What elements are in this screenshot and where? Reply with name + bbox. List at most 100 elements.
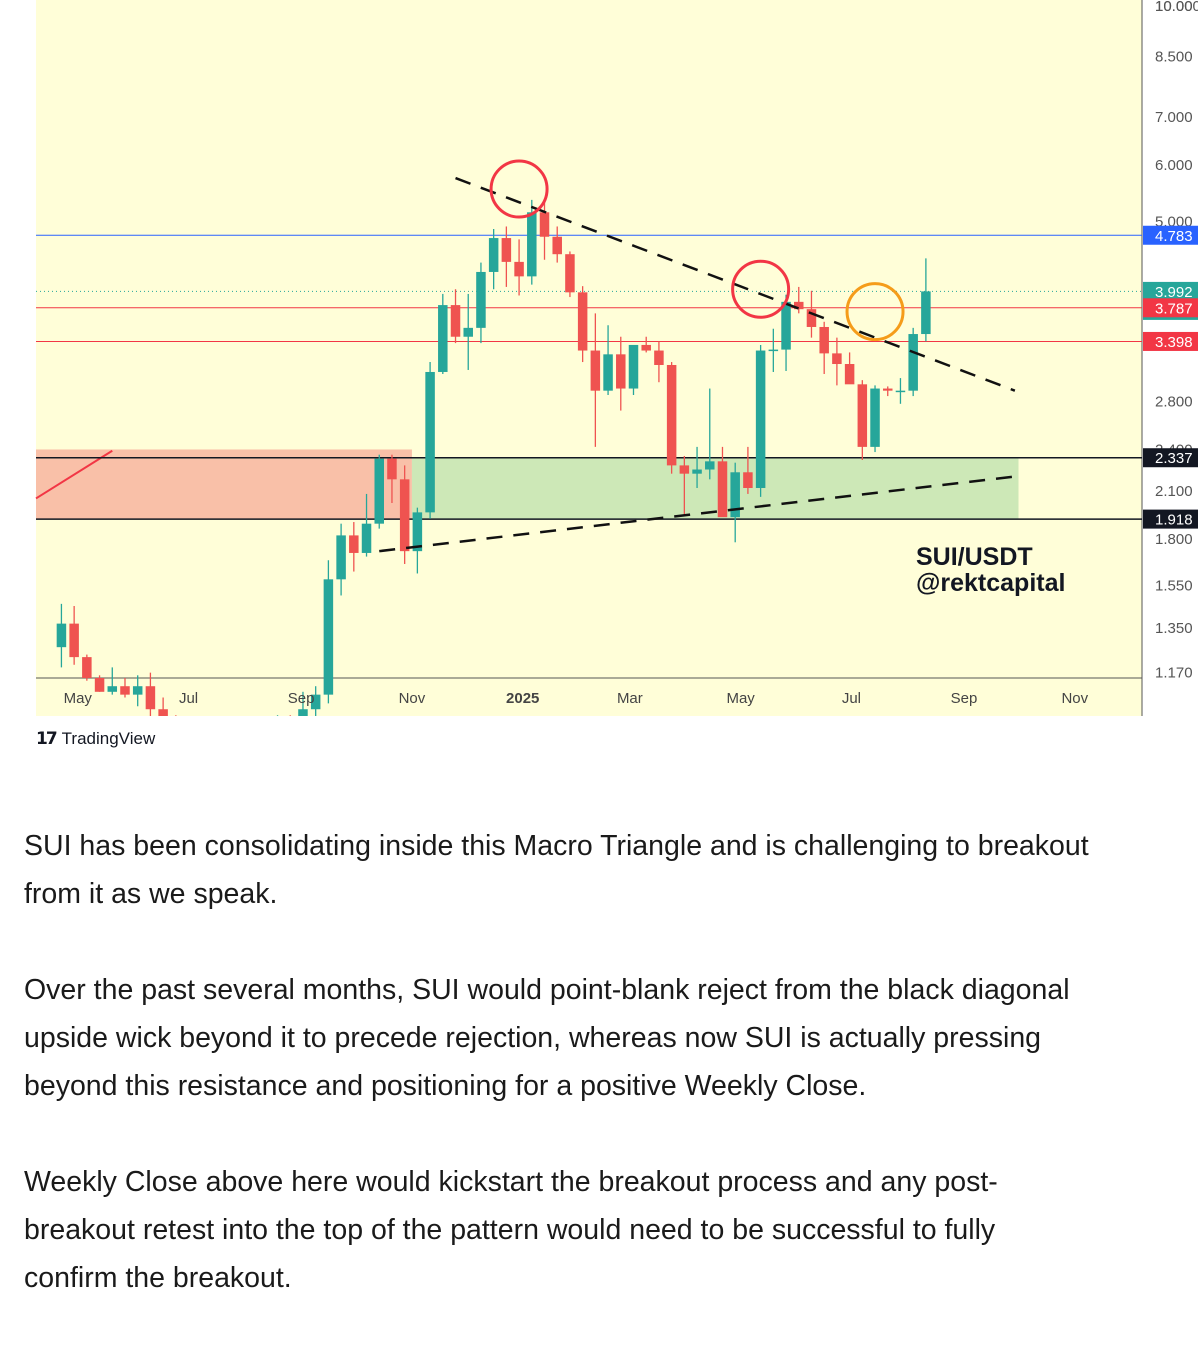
candle bbox=[107, 667, 118, 695]
paragraph-line: upside wick beyond it to precede rejecti… bbox=[24, 1022, 1042, 1054]
y-tick-label: 2.100 bbox=[1155, 483, 1193, 500]
circle-rejection-2 bbox=[731, 259, 791, 319]
candle bbox=[679, 456, 690, 516]
candle bbox=[438, 293, 448, 374]
candle-body bbox=[679, 465, 690, 474]
candle bbox=[425, 362, 435, 519]
candle bbox=[781, 294, 791, 371]
supply-arrow-line bbox=[35, 449, 113, 500]
candle bbox=[616, 336, 626, 411]
paragraph-line: Weekly Close above here would kickstart … bbox=[24, 1166, 998, 1198]
candle-body bbox=[56, 623, 67, 648]
tradingview-name: TradingView bbox=[61, 729, 156, 748]
price-label-text: 2.337 bbox=[1155, 450, 1193, 467]
candle bbox=[361, 493, 372, 557]
candle bbox=[514, 239, 524, 296]
candle bbox=[349, 522, 359, 572]
price-label-bg bbox=[1143, 509, 1198, 529]
support-zone bbox=[411, 457, 1019, 520]
candle-body bbox=[399, 479, 410, 552]
candle bbox=[132, 675, 143, 707]
candle bbox=[844, 352, 855, 385]
price-label-text: 3.992 bbox=[1155, 284, 1193, 301]
candle-body bbox=[450, 305, 461, 337]
candle-body bbox=[857, 384, 868, 447]
candle-body bbox=[806, 309, 817, 327]
price-label-bg bbox=[1143, 298, 1198, 318]
candle bbox=[94, 675, 105, 692]
candle-body bbox=[692, 469, 702, 474]
y-tick-label: 10.000 bbox=[1155, 0, 1198, 15]
candle bbox=[666, 362, 677, 474]
x-tick-label: May bbox=[726, 690, 755, 707]
candle bbox=[565, 251, 575, 298]
price-label: 3.398 bbox=[1143, 331, 1198, 351]
y-tick-label: 1.800 bbox=[1155, 531, 1193, 548]
candle-body bbox=[781, 301, 791, 350]
tradingview-branding[interactable]: 17 TradingView bbox=[36, 728, 155, 750]
candle-body bbox=[361, 523, 372, 553]
x-tick-label: May bbox=[64, 690, 93, 707]
candle bbox=[730, 462, 740, 543]
candle-body bbox=[412, 512, 423, 552]
candle-body bbox=[552, 236, 562, 255]
candle bbox=[501, 226, 512, 287]
candle-body bbox=[717, 461, 728, 518]
candle bbox=[374, 454, 384, 529]
paragraph-3: Weekly Close above here would kickstart … bbox=[24, 1158, 1198, 1302]
candle-body bbox=[527, 212, 537, 277]
tradingview-logo-icon: 17 bbox=[36, 729, 58, 749]
candle-body bbox=[69, 623, 79, 658]
candle bbox=[654, 341, 664, 383]
candle-body bbox=[145, 686, 156, 710]
chart-svg[interactable]: SUI/USDT@rektcapital May Jul Sep Nov 2025 Mar M… bbox=[0, 0, 1198, 716]
candle-body bbox=[730, 472, 740, 518]
candle bbox=[921, 258, 931, 342]
price-label: 1.918 bbox=[1143, 509, 1198, 529]
price-chart[interactable]: SUI/USDT @rektcapital May Jul Sep Nov 2025 Mar M… bbox=[0, 0, 1198, 716]
candle-body bbox=[590, 350, 601, 391]
candle-body bbox=[298, 709, 308, 716]
x-tick-label: Mar bbox=[617, 690, 643, 707]
candle bbox=[158, 697, 168, 716]
candle bbox=[476, 262, 486, 344]
candle bbox=[450, 289, 461, 344]
candle bbox=[743, 446, 753, 494]
candle-body bbox=[844, 364, 855, 385]
paragraph-1: SUI has been consolidating inside this M… bbox=[24, 822, 1198, 918]
price-axis-area bbox=[1142, 0, 1198, 716]
candle bbox=[412, 507, 423, 574]
candle bbox=[298, 691, 308, 716]
x-tick-label: Jul bbox=[179, 690, 198, 707]
candle bbox=[857, 380, 868, 460]
candle-body bbox=[628, 344, 639, 389]
candle bbox=[870, 385, 880, 453]
candle bbox=[692, 446, 702, 488]
candle bbox=[336, 523, 346, 596]
candle-body bbox=[438, 305, 448, 372]
price-label-text: 4.783 bbox=[1155, 228, 1193, 245]
candle-body bbox=[768, 349, 779, 352]
price-label: 3.787 bbox=[1143, 298, 1198, 318]
x-tick-label: Jul bbox=[842, 690, 861, 707]
x-tick-label: Nov bbox=[399, 690, 426, 707]
candle bbox=[552, 226, 562, 263]
candle-body bbox=[132, 686, 143, 695]
candle bbox=[908, 327, 918, 397]
y-tick-label: 7.000 bbox=[1155, 109, 1193, 126]
candle-body bbox=[577, 292, 588, 351]
paragraph-line: breakout retest into the top of the patt… bbox=[24, 1214, 996, 1246]
price-label: 4.783 bbox=[1143, 225, 1198, 245]
candle bbox=[819, 321, 829, 374]
candle bbox=[882, 386, 893, 397]
candle-body bbox=[323, 579, 334, 695]
time-axis-area bbox=[36, 678, 1142, 716]
y-tick-label: 6.000 bbox=[1155, 157, 1193, 174]
candle bbox=[768, 328, 779, 372]
candle bbox=[463, 293, 473, 370]
candle-body bbox=[501, 238, 512, 262]
candle bbox=[628, 344, 639, 395]
price-label-bg bbox=[1143, 281, 1198, 301]
candle-body bbox=[666, 364, 677, 466]
candle-body bbox=[476, 271, 486, 328]
